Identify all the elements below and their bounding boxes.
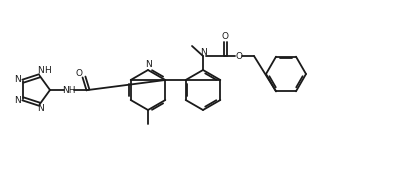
Text: N: N — [15, 96, 21, 105]
Text: N: N — [144, 60, 151, 68]
Text: O: O — [236, 51, 243, 60]
Text: N: N — [15, 75, 21, 84]
Text: O: O — [76, 68, 83, 78]
Text: O: O — [221, 31, 228, 41]
Text: N: N — [37, 104, 44, 113]
Text: NH: NH — [62, 85, 76, 95]
Text: H: H — [44, 66, 51, 75]
Text: N: N — [37, 66, 44, 75]
Text: N: N — [199, 48, 206, 56]
